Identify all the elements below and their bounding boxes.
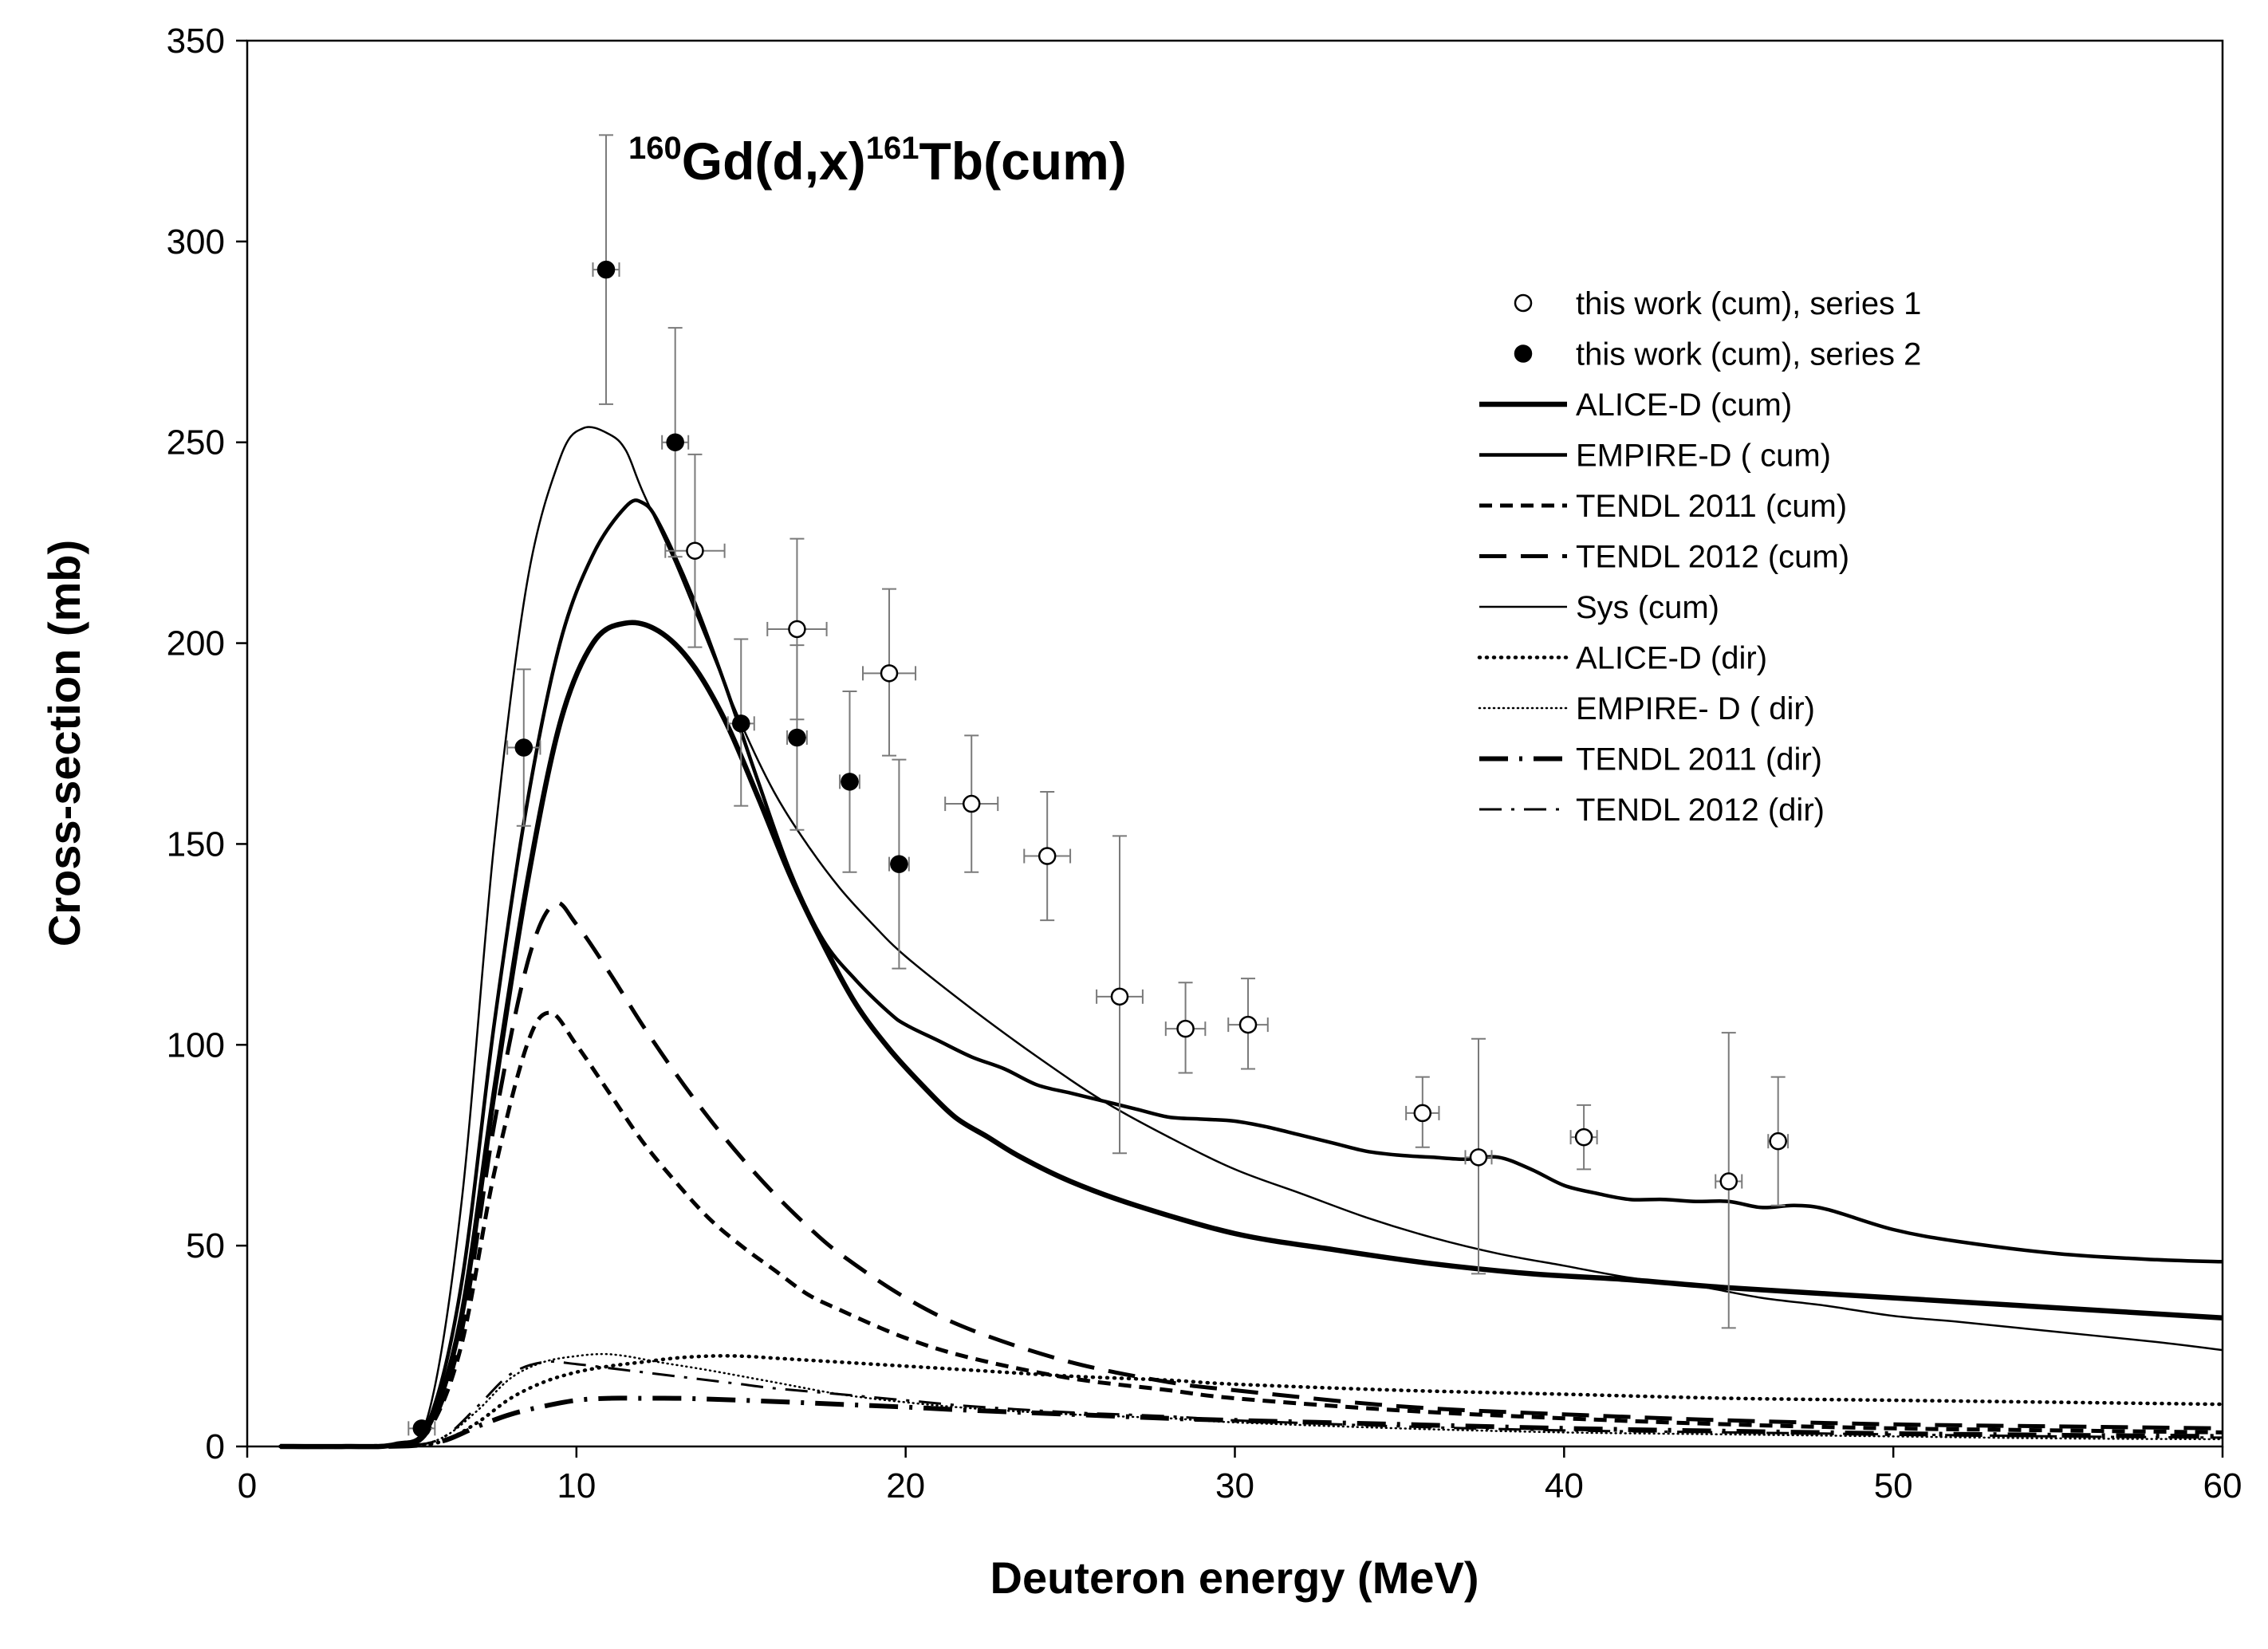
- legend-marker-0: [1514, 293, 1533, 313]
- x-tick-label: 40: [1545, 1466, 1584, 1505]
- title-product-part: Tb(cum): [919, 132, 1126, 191]
- open-circle-marker: [788, 620, 806, 639]
- series-line-6: [279, 1352, 2224, 1448]
- series-line-3: [280, 900, 2223, 1449]
- data-point-series-1: [1464, 1037, 1493, 1275]
- open-circle-marker: [1238, 1015, 1258, 1034]
- data-point-series-2: [839, 691, 860, 873]
- legend-label-10: TENDL 2012 (dir): [1576, 793, 1825, 828]
- open-circle-marker: [962, 794, 981, 813]
- y-tick-label: 350: [167, 22, 225, 61]
- model-curves: [278, 426, 2225, 1450]
- data-point-series-1: [1569, 1104, 1598, 1171]
- x-tick-label: 50: [1874, 1466, 1913, 1505]
- legend-label-4: TENDL 2011 (cum): [1576, 489, 1847, 524]
- open-circle-marker: [1574, 1128, 1593, 1147]
- chart-title: 160Gd(d,x)161Tb(cum): [628, 131, 1127, 191]
- open-circle-marker: [1469, 1148, 1488, 1167]
- y-tick-label: 300: [167, 222, 225, 262]
- legend-label-5: TENDL 2012 (cum): [1576, 540, 1849, 575]
- y-axis-label: Cross-section (mb): [39, 540, 89, 947]
- y-tick-label: 200: [167, 624, 225, 663]
- data-point-series-1: [664, 453, 726, 648]
- open-circle-marker: [686, 541, 704, 560]
- data-point-series-2: [661, 327, 690, 558]
- open-circle-marker: [1038, 847, 1057, 865]
- data-point-series-2: [888, 758, 910, 970]
- legend-label-9: TENDL 2011 (dir): [1576, 742, 1822, 777]
- filled-circle-marker: [788, 728, 806, 747]
- data-point-series-1: [1405, 1076, 1440, 1148]
- y-tick-label: 100: [167, 1025, 225, 1065]
- filled-circle-marker: [514, 738, 534, 757]
- data-point-series-1: [1227, 978, 1269, 1070]
- data-point-series-2: [592, 134, 620, 405]
- y-tick-label: 50: [186, 1226, 225, 1265]
- legend-marker-1: [1514, 344, 1533, 363]
- data-point-series-1: [1023, 790, 1072, 922]
- x-tick-label: 20: [886, 1466, 925, 1505]
- filled-circle-marker: [412, 1419, 431, 1438]
- legend-label-1: this work (cum), series 2: [1576, 337, 1921, 372]
- series-line-4: [280, 426, 2223, 1449]
- series-line-7: [280, 1395, 2223, 1450]
- data-point-series-2: [726, 638, 755, 807]
- title-target-part: Gd(d,x): [682, 132, 866, 191]
- data-point-series-1: [1096, 835, 1144, 1155]
- plot-area-frame: [246, 39, 2224, 1448]
- data-point-series-2: [506, 668, 541, 827]
- axis-ticks: 0 10 20 30 40 50 60 0 50 100 150 200 250 300 350: [167, 22, 2242, 1505]
- data-point-series-1: [861, 588, 917, 757]
- filled-circle-marker: [666, 433, 684, 451]
- open-circle-marker: [1413, 1104, 1432, 1123]
- series-line-0: [280, 620, 2223, 1450]
- data-point-series-1: [1767, 1076, 1790, 1206]
- filled-circle-marker: [890, 855, 908, 873]
- series-line-8: [280, 1360, 2223, 1448]
- data-point-series-1: [944, 734, 999, 873]
- x-axis-label: Deuteron energy (MeV): [990, 1553, 1479, 1603]
- x-tick-label: 10: [557, 1466, 596, 1505]
- legend-label-8: EMPIRE- D ( dir): [1576, 691, 1815, 726]
- series-line-5: [278, 1354, 2225, 1449]
- legend-label-0: this work (cum), series 1: [1576, 286, 1921, 321]
- data-point-series-2: [408, 1419, 436, 1438]
- open-circle-marker: [1769, 1131, 1787, 1151]
- legend-label-7: ALICE-D (dir): [1576, 641, 1767, 676]
- open-circle-marker: [1176, 1019, 1195, 1038]
- legend-label-2: ALICE-D (cum): [1576, 388, 1792, 423]
- data-point-series-2: [786, 644, 808, 831]
- y-tick-label: 0: [206, 1427, 225, 1466]
- series-line-2: [280, 1010, 2223, 1449]
- data-point-series-1: [1164, 982, 1207, 1074]
- x-tick-label: 30: [1215, 1466, 1254, 1505]
- title-superscript-product-mass: 161: [866, 131, 919, 166]
- y-tick-label: 250: [167, 423, 225, 462]
- open-circle-marker: [880, 664, 899, 683]
- data-point-series-1: [766, 537, 828, 721]
- filled-circle-marker: [732, 714, 750, 733]
- experimental-points: [408, 134, 1790, 1438]
- open-circle-marker: [1719, 1172, 1738, 1191]
- legend: this work (cum), series 1 this work (cum)…: [1477, 286, 1921, 828]
- title-superscript-target-mass: 160: [628, 131, 682, 166]
- filled-circle-marker: [841, 773, 859, 791]
- x-tick-label: 60: [2203, 1466, 2242, 1505]
- legend-label-6: Sys (cum): [1576, 590, 1719, 625]
- series-line-1: [280, 498, 2223, 1449]
- open-circle-marker: [1110, 987, 1129, 1006]
- x-tick-label: 0: [238, 1466, 257, 1505]
- data-point-series-1: [1715, 1032, 1743, 1329]
- y-tick-label: 150: [167, 824, 225, 864]
- legend-label-3: EMPIRE-D ( cum): [1576, 439, 1831, 474]
- filled-circle-marker: [597, 260, 616, 279]
